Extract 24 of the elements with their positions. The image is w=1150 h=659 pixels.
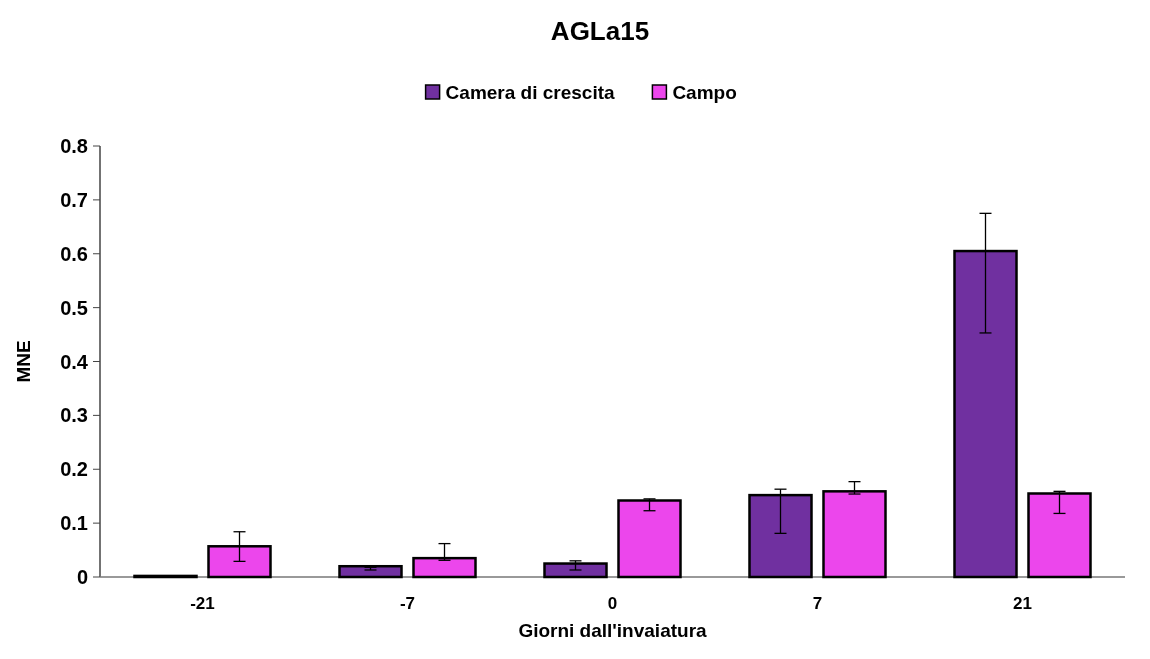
y-tick-label: 0.5 [60,296,88,319]
x-tick-label: -7 [399,594,416,613]
x-tick-label: 0 [607,594,618,613]
bar [543,562,608,579]
legend-label: Campo [672,82,737,103]
chart-title: AGLa15 [550,16,650,46]
y-tick-label: 0.2 [60,458,88,481]
y-axis-title: MNE [13,340,34,383]
y-tick-label: 0.7 [60,188,88,211]
y-tick-label: 0.4 [60,350,89,373]
bar [748,493,813,579]
bar [338,564,403,579]
x-axis-title: Giorni dall'invaiatura [518,620,708,641]
x-tick-label: -21 [190,594,215,613]
legend-label: Camera di crescita [445,82,616,103]
y-tick-label: 0.6 [60,242,88,265]
bar [617,499,682,579]
x-tick-label: 7 [812,594,823,613]
y-tick-label: 0.1 [60,512,88,535]
y-tick-label: 0.3 [60,404,88,427]
bar [1027,492,1092,579]
y-tick-label: 0.8 [60,135,88,157]
y-tick-label: 0 [76,566,88,588]
x-tick-label: 21 [1013,594,1032,613]
